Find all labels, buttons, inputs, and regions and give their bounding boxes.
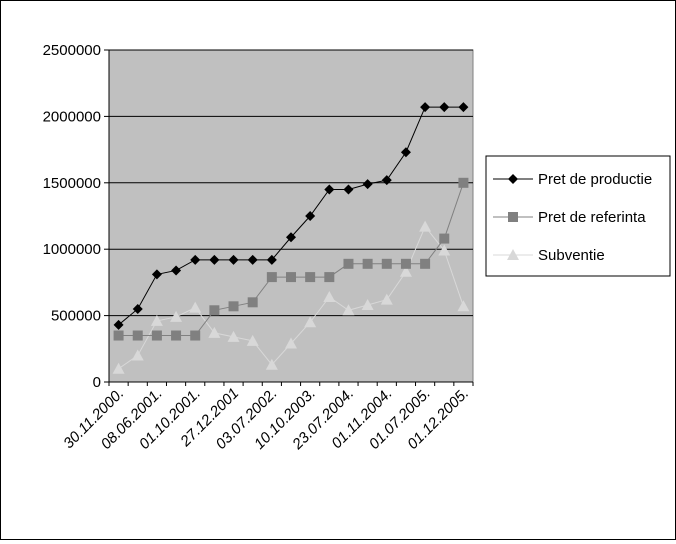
data-point xyxy=(150,314,163,326)
data-point xyxy=(420,102,431,113)
data-point xyxy=(170,310,183,322)
data-point xyxy=(438,244,451,256)
plot-area xyxy=(108,49,474,383)
data-point xyxy=(171,265,182,276)
data-point xyxy=(381,258,392,269)
legend-label: Pret de referinta xyxy=(538,209,646,226)
data-point xyxy=(400,147,411,158)
legend-marker xyxy=(507,249,519,260)
legend-label: Pret de productie xyxy=(538,171,652,188)
data-point xyxy=(419,220,432,232)
series-group xyxy=(112,102,470,374)
data-point xyxy=(343,184,354,195)
data-point xyxy=(190,254,201,265)
data-point xyxy=(324,184,335,195)
legend-label: Subventie xyxy=(538,247,605,264)
data-point xyxy=(112,362,125,374)
legend: Pret de productie Pret de referinta Subven… xyxy=(485,155,671,277)
data-point xyxy=(151,269,162,280)
data-point xyxy=(439,233,450,244)
legend-marker xyxy=(508,174,518,184)
data-point xyxy=(305,272,316,283)
series-1 xyxy=(113,177,469,341)
legend-marker xyxy=(508,212,518,222)
data-point xyxy=(132,330,143,341)
data-point xyxy=(324,272,335,283)
y-tick-label: 2500000 xyxy=(43,42,101,59)
data-point xyxy=(227,330,240,342)
data-point xyxy=(286,272,296,283)
data-point xyxy=(285,337,297,349)
data-point xyxy=(362,258,373,269)
data-point xyxy=(439,102,450,113)
data-point xyxy=(113,330,124,341)
series-0 xyxy=(113,102,469,330)
data-point xyxy=(400,258,411,269)
y-tick-label: 1500000 xyxy=(43,175,101,192)
data-point xyxy=(132,303,143,314)
data-point xyxy=(151,330,162,341)
data-point xyxy=(458,102,469,113)
data-point xyxy=(457,300,470,312)
data-point xyxy=(209,305,220,316)
data-point xyxy=(381,175,392,186)
data-point xyxy=(265,358,278,370)
y-axis: 0 500000 1000000 1500000 2000000 2500000 xyxy=(43,42,473,391)
data-point xyxy=(458,177,469,188)
data-point xyxy=(323,291,336,303)
y-tick-label: 2000000 xyxy=(43,108,101,125)
data-point xyxy=(247,254,258,265)
data-point xyxy=(305,211,316,221)
data-point xyxy=(266,272,277,283)
data-point xyxy=(209,254,220,265)
data-point xyxy=(246,334,259,346)
y-tick-label: 1000000 xyxy=(43,241,101,258)
data-point xyxy=(171,330,182,341)
data-point xyxy=(190,330,201,341)
gridlines xyxy=(109,49,473,317)
data-point xyxy=(113,319,124,330)
series-2 xyxy=(112,220,470,374)
data-point xyxy=(304,316,317,328)
data-point xyxy=(361,298,374,310)
x-axis: 30.11.2000.08.06.2001.01.10.2001.27.12.2… xyxy=(60,382,474,454)
y-tick-label: 0 xyxy=(93,374,101,391)
data-point xyxy=(342,304,355,316)
data-point xyxy=(228,254,239,265)
data-point xyxy=(131,349,144,361)
data-point xyxy=(343,258,354,269)
data-point xyxy=(247,297,258,308)
data-point xyxy=(208,326,221,338)
data-point xyxy=(399,265,412,277)
y-tick-label: 500000 xyxy=(51,308,101,325)
data-point xyxy=(228,301,239,312)
data-point xyxy=(362,179,373,190)
data-point xyxy=(189,301,202,313)
data-point xyxy=(266,254,277,265)
data-point xyxy=(286,232,296,243)
data-point xyxy=(420,258,431,269)
data-point xyxy=(380,293,393,305)
